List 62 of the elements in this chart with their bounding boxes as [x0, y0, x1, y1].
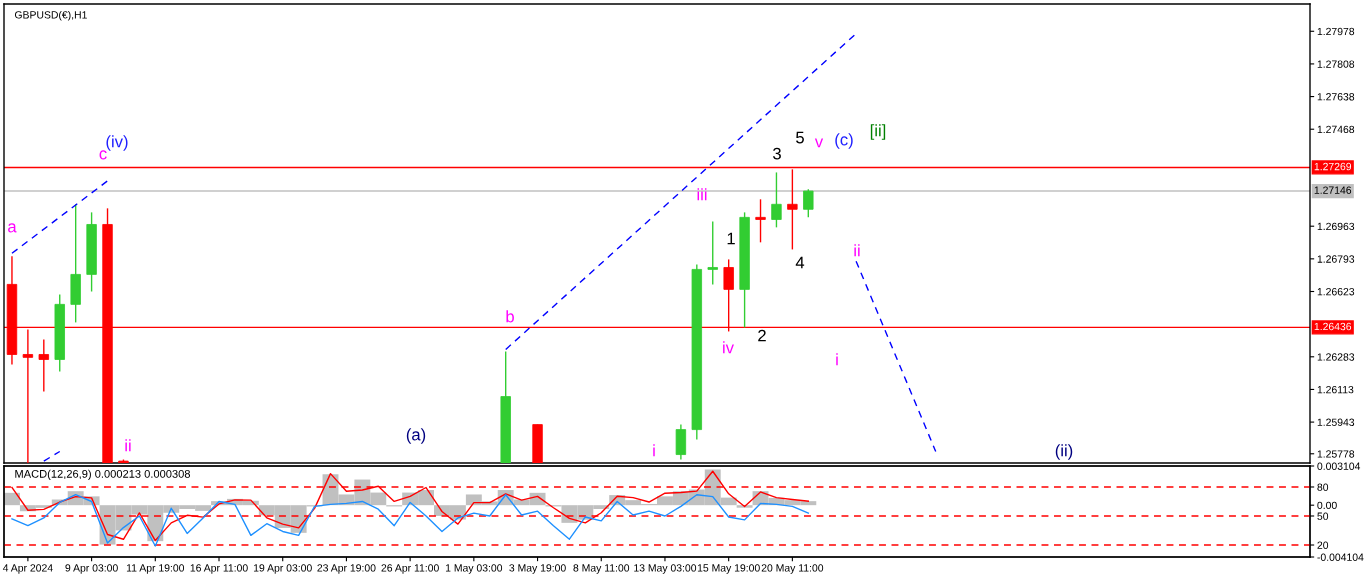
annotation: i — [653, 444, 655, 457]
annotation: b — [506, 310, 514, 323]
x-tick-label: 16 Apr 11:00 — [190, 564, 248, 574]
x-tick-label: 20 May 11:00 — [761, 564, 824, 574]
x-tick-label: 19 Apr 03:00 — [253, 564, 312, 574]
y-tick-label: 1.26963 — [1317, 222, 1355, 231]
y-tick-label: 1.27808 — [1317, 60, 1355, 68]
y-tick-label: 1.25778 — [1317, 450, 1355, 458]
y-tick-label: 1.26113 — [1317, 385, 1354, 394]
candlestick — [38, 338, 50, 393]
y2-tick-label: 20 — [1317, 541, 1329, 549]
x-tick-label: 11 Apr 19:00 — [126, 564, 185, 574]
candlestick — [22, 328, 34, 463]
x-tick-label: 15 May 19:00 — [697, 564, 760, 574]
ref-line-label: 1.27269 — [1314, 162, 1352, 171]
y2-tick-label: 80 — [1317, 483, 1329, 491]
annotation: 5 — [796, 131, 804, 144]
annotation: iv — [723, 341, 734, 354]
y-tick-label: 1.27978 — [1317, 27, 1355, 36]
candlestick — [755, 198, 766, 244]
annotation: [ii] — [870, 124, 886, 140]
y-tick-label: -0.004104 — [1317, 553, 1364, 561]
x-tick-label: 26 Apr 11:00 — [381, 564, 439, 574]
text: GBPUSD(€),H1 — [14, 10, 87, 21]
candlestick — [771, 171, 782, 229]
y-tick-label: 0.00 — [1317, 501, 1337, 510]
x-tick-label: 8 May 11:00 — [573, 564, 630, 574]
annotation: 4 — [795, 256, 805, 269]
chart-title: MACD(12,26,9) 0.000213 0.000308 — [15, 469, 191, 480]
x-tick-label: 13 May 03:00 — [634, 564, 697, 574]
y-tick-label: 1.27638 — [1317, 93, 1355, 101]
annotation: (ii) — [1055, 444, 1073, 460]
y-tick-label: 1.26793 — [1317, 255, 1355, 263]
candlestick — [707, 220, 718, 286]
annotation: a — [8, 223, 17, 233]
annotation: i — [836, 353, 838, 366]
annotation: iii — [697, 188, 707, 201]
annotation: 3 — [773, 147, 781, 160]
y-tick-label: 0.003104 — [1317, 462, 1361, 470]
x-tick-label: 1 May 03:00 — [445, 564, 503, 574]
ref-line-label: 1.27146 — [1314, 186, 1352, 194]
x-tick-label: 4 Apr 2024 — [2, 564, 53, 574]
ref-line-label: 1.26436 — [1314, 322, 1352, 331]
y-tick-label: 1.26623 — [1317, 288, 1355, 296]
annotation: 1 — [727, 232, 735, 245]
line-series — [11, 494, 809, 547]
annotation: ii — [125, 439, 131, 452]
annotation: (a) — [406, 428, 426, 444]
annotation: v — [814, 138, 824, 148]
y-tick-label: 1.26283 — [1317, 353, 1355, 361]
x-tick-label: 9 Apr 03:00 — [65, 564, 118, 574]
annotation: (c) — [835, 133, 853, 149]
y2-tick-label: 50 — [1317, 512, 1329, 520]
x-tick-label: 3 May 19:00 — [509, 564, 566, 574]
annotation: 2 — [758, 329, 766, 342]
annotation: (iv) — [106, 135, 128, 151]
x-tick-label: 23 Apr 19:00 — [317, 564, 376, 574]
y-tick-label: 1.27468 — [1317, 125, 1355, 134]
annotation: ii — [854, 244, 860, 257]
y-tick-label: 1.25943 — [1317, 418, 1355, 426]
annotation: c — [99, 150, 107, 160]
candlestick — [803, 188, 814, 219]
